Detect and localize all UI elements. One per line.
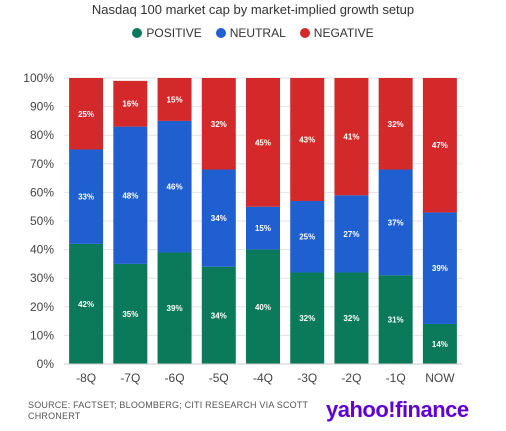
legend-swatch-negative bbox=[299, 28, 310, 38]
legend-swatch-positive bbox=[132, 28, 143, 38]
data-label: 40% bbox=[255, 303, 271, 312]
x-tick-label: -6Q bbox=[165, 371, 185, 385]
data-label: 25% bbox=[299, 233, 315, 242]
bar-neutral bbox=[334, 195, 369, 273]
legend-item-neutral: NEUTRAL bbox=[215, 26, 286, 40]
y-tick-label: 100% bbox=[23, 71, 54, 85]
data-label: 33% bbox=[78, 193, 94, 202]
data-label: 42% bbox=[78, 300, 94, 309]
y-tick-label: 30% bbox=[30, 271, 54, 285]
bar-neutral bbox=[422, 212, 457, 324]
data-label: 34% bbox=[211, 311, 227, 320]
data-label: 15% bbox=[255, 224, 271, 233]
legend-label-neutral: NEUTRAL bbox=[229, 26, 286, 40]
bar-negative bbox=[201, 78, 236, 170]
bar-negative bbox=[157, 78, 192, 121]
data-label: 34% bbox=[211, 214, 227, 223]
bar-positive bbox=[69, 243, 104, 364]
data-label: 46% bbox=[167, 183, 183, 192]
bar-positive bbox=[290, 272, 325, 364]
y-tick-label: 50% bbox=[30, 214, 54, 228]
data-label: 39% bbox=[167, 304, 183, 313]
bar-neutral bbox=[246, 206, 280, 250]
bar-neutral bbox=[113, 126, 148, 264]
y-tick-label: 40% bbox=[30, 243, 54, 257]
y-tick-label: 80% bbox=[30, 128, 54, 142]
data-label: 43% bbox=[299, 135, 315, 144]
data-label: 14% bbox=[432, 340, 448, 349]
bar-negative bbox=[246, 78, 280, 207]
legend-label-positive: POSITIVE bbox=[146, 26, 202, 40]
chart-legend: POSITIVE NEUTRAL NEGATIVE bbox=[0, 26, 506, 40]
x-tick-label: -1Q bbox=[386, 371, 406, 385]
bar-negative bbox=[69, 78, 104, 150]
bar-positive bbox=[334, 272, 369, 364]
data-label: 31% bbox=[388, 316, 404, 325]
data-label: 32% bbox=[211, 120, 227, 129]
x-tick-label: -4Q bbox=[253, 371, 273, 385]
y-tick-label: 0% bbox=[37, 357, 55, 371]
bar-negative bbox=[290, 78, 325, 201]
data-label: 37% bbox=[388, 218, 404, 227]
bar-neutral bbox=[69, 149, 104, 244]
bar-neutral bbox=[157, 120, 192, 253]
bar-positive bbox=[157, 252, 192, 364]
x-tick-label: -5Q bbox=[209, 371, 229, 385]
x-tick-label: -2Q bbox=[341, 371, 361, 385]
y-tick-label: 90% bbox=[30, 100, 54, 114]
bar-negative bbox=[378, 78, 413, 170]
bar-positive bbox=[113, 263, 148, 364]
bar-neutral bbox=[378, 169, 413, 276]
bar-positive bbox=[201, 266, 236, 364]
x-tick-label: NOW bbox=[425, 371, 455, 385]
data-label: 45% bbox=[255, 138, 271, 147]
legend-label-negative: NEGATIVE bbox=[313, 26, 374, 40]
y-tick-label: 10% bbox=[30, 328, 54, 342]
bar-neutral bbox=[290, 200, 325, 273]
bar-negative bbox=[113, 80, 148, 127]
bar-negative bbox=[334, 78, 369, 196]
bar-negative bbox=[422, 78, 457, 213]
data-label: 35% bbox=[122, 310, 138, 319]
yahoo-finance-logo: yahoo!finance bbox=[326, 397, 469, 422]
y-tick-label: 60% bbox=[30, 185, 54, 199]
legend-item-positive: POSITIVE bbox=[132, 26, 202, 40]
legend-item-negative: NEGATIVE bbox=[299, 26, 374, 40]
data-label: 25% bbox=[78, 110, 94, 119]
data-label: 48% bbox=[122, 191, 138, 200]
y-tick-label: 70% bbox=[30, 157, 54, 171]
bar-positive bbox=[378, 275, 413, 364]
bar-positive bbox=[246, 249, 280, 364]
x-tick-label: -7Q bbox=[120, 371, 140, 385]
data-label: 41% bbox=[343, 133, 359, 142]
data-label: 39% bbox=[432, 264, 448, 273]
data-label: 47% bbox=[432, 141, 448, 150]
y-tick-label: 20% bbox=[30, 300, 54, 314]
data-label: 32% bbox=[388, 120, 404, 129]
data-label: 16% bbox=[122, 100, 138, 109]
chart-title: Nasdaq 100 market cap by market-implied … bbox=[91, 2, 415, 17]
data-label: 27% bbox=[343, 230, 359, 239]
data-label: 32% bbox=[343, 314, 359, 323]
source-note: SOURCE: FACTSET; BLOOMBERG; CITI RESEARC… bbox=[28, 400, 309, 421]
x-tick-label: -3Q bbox=[297, 371, 317, 385]
legend-swatch-neutral bbox=[215, 28, 226, 38]
bar-positive bbox=[422, 323, 457, 364]
x-tick-label: -8Q bbox=[76, 371, 96, 385]
bar-neutral bbox=[201, 169, 236, 267]
data-label: 32% bbox=[299, 314, 315, 323]
data-label: 15% bbox=[167, 95, 183, 104]
